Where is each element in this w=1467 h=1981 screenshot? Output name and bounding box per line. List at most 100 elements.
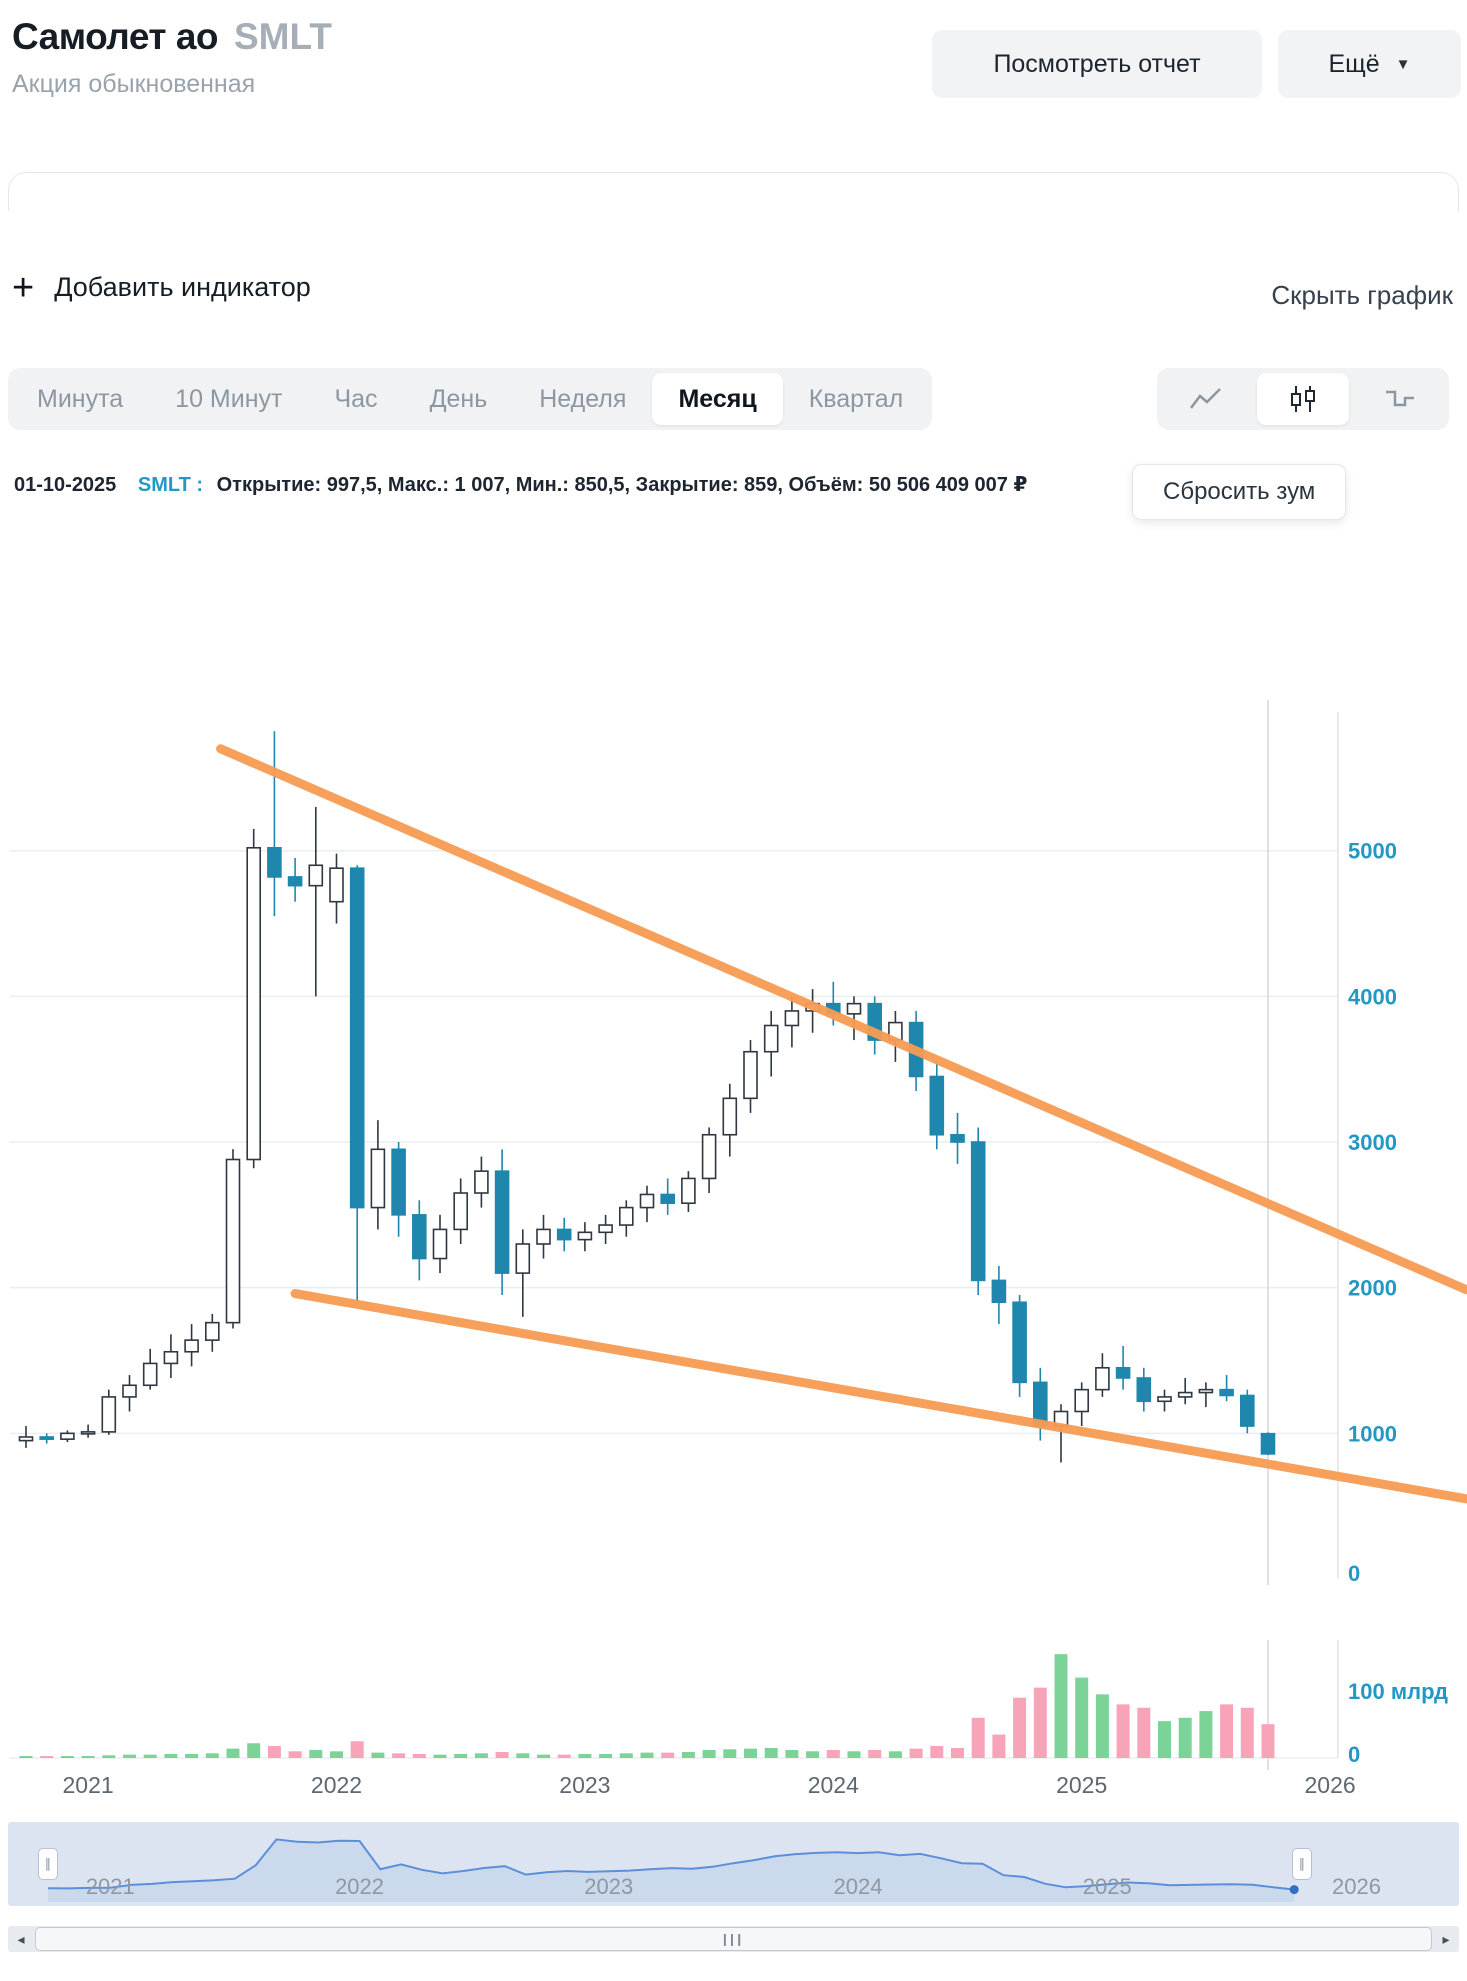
candle-2022-12[interactable] bbox=[556, 1217, 572, 1252]
candle-2024-12[interactable] bbox=[1053, 1404, 1069, 1463]
volume-bar-2024-04[interactable] bbox=[888, 1751, 902, 1758]
tab-day[interactable]: День bbox=[404, 373, 514, 425]
volume-bar-2024-02[interactable] bbox=[847, 1751, 861, 1758]
candle-2024-10[interactable] bbox=[1012, 1294, 1027, 1397]
candle-2020-12[interactable] bbox=[60, 1430, 75, 1443]
view-report-button[interactable]: Посмотреть отчет bbox=[932, 30, 1262, 98]
tab-minute[interactable]: Минута bbox=[11, 373, 149, 425]
more-button[interactable]: Ещё ▼ bbox=[1278, 30, 1461, 98]
candle-2023-07[interactable] bbox=[701, 1127, 717, 1194]
volume-bar-2023-09[interactable] bbox=[744, 1748, 757, 1758]
candle-2023-03[interactable] bbox=[618, 1200, 634, 1237]
trendline-lower[interactable] bbox=[290, 1289, 1467, 1504]
volume-bar-2022-04[interactable] bbox=[392, 1753, 406, 1758]
candle-2025-02[interactable] bbox=[1095, 1353, 1110, 1397]
candle-2022-10[interactable] bbox=[515, 1229, 531, 1317]
volume-bar-2025-01[interactable] bbox=[1075, 1677, 1089, 1758]
volume-bar-2024-08[interactable] bbox=[971, 1717, 985, 1758]
candle-2022-07[interactable] bbox=[453, 1178, 469, 1244]
candle-2024-07[interactable] bbox=[950, 1112, 965, 1164]
volume-bar-2021-12[interactable] bbox=[309, 1749, 323, 1758]
candle-2024-09[interactable] bbox=[991, 1265, 1007, 1325]
volume-bar-2021-07[interactable] bbox=[205, 1753, 219, 1758]
hide-chart-link[interactable]: Скрыть график bbox=[1271, 280, 1453, 310]
volume-bar-2022-07[interactable] bbox=[454, 1753, 468, 1758]
candle-2025-04[interactable] bbox=[1136, 1367, 1152, 1412]
volume-bar-2023-02[interactable] bbox=[599, 1753, 613, 1758]
volume-bar-2022-10[interactable] bbox=[516, 1753, 530, 1758]
candle-2021-01[interactable] bbox=[80, 1424, 96, 1438]
candle-2022-08[interactable] bbox=[474, 1156, 489, 1208]
candle-2023-06[interactable] bbox=[681, 1171, 696, 1212]
candle-2022-01[interactable] bbox=[329, 853, 344, 924]
candle-2024-08[interactable] bbox=[970, 1127, 986, 1295]
volume-chart[interactable]: 100 млрд 0 bbox=[0, 1640, 1467, 1770]
volume-bar-2021-02[interactable] bbox=[102, 1755, 116, 1758]
candle-2022-05[interactable] bbox=[411, 1200, 427, 1281]
tab-quarter[interactable]: Квартал bbox=[783, 373, 929, 425]
volume-bar-2021-11[interactable] bbox=[288, 1751, 302, 1758]
navigator-handle-left[interactable]: ∥ bbox=[38, 1848, 58, 1880]
volume-bar-2021-01[interactable] bbox=[81, 1756, 95, 1758]
candle-2022-06[interactable] bbox=[432, 1214, 448, 1274]
add-indicator-button[interactable]: + Добавить индикатор bbox=[12, 269, 311, 307]
volume-bar-2024-05[interactable] bbox=[909, 1748, 923, 1758]
volume-bar-2022-08[interactable] bbox=[474, 1753, 488, 1758]
volume-bar-2024-03[interactable] bbox=[868, 1749, 882, 1758]
volume-bar-2022-05[interactable] bbox=[412, 1753, 426, 1758]
volume-bar-2024-11[interactable] bbox=[1033, 1687, 1047, 1758]
volume-bar-2022-03[interactable] bbox=[371, 1752, 385, 1758]
volume-bar-2025-09[interactable] bbox=[1240, 1707, 1254, 1758]
chart-type-line-button[interactable] bbox=[1160, 373, 1252, 425]
reset-zoom-button[interactable]: Сбросить зум bbox=[1132, 464, 1347, 520]
volume-bar-2024-10[interactable] bbox=[1013, 1697, 1027, 1758]
volume-bar-2025-02[interactable] bbox=[1095, 1694, 1109, 1758]
scroll-left-arrow[interactable]: ◂ bbox=[17, 1930, 25, 1947]
volume-bar-2023-11[interactable] bbox=[785, 1749, 799, 1758]
candle-2021-04[interactable] bbox=[142, 1348, 158, 1390]
volume-bar-2020-10[interactable] bbox=[19, 1756, 33, 1758]
candle-2023-10[interactable] bbox=[763, 1010, 779, 1077]
candle-2023-05[interactable] bbox=[660, 1178, 676, 1215]
volume-bar-2022-11[interactable] bbox=[537, 1754, 550, 1758]
candle-2024-02[interactable] bbox=[846, 996, 862, 1041]
volume-bar-2022-09[interactable] bbox=[495, 1751, 509, 1758]
navigator[interactable]: 2021 2022 2023 2024 2025 2026 ∥ ∥ bbox=[8, 1822, 1459, 1906]
candle-2024-06[interactable] bbox=[929, 1061, 945, 1150]
volume-bar-2022-01[interactable] bbox=[330, 1751, 343, 1758]
candle-2021-09[interactable] bbox=[246, 828, 261, 1169]
volume-bar-2025-04[interactable] bbox=[1137, 1707, 1151, 1758]
candle-2020-11[interactable] bbox=[39, 1433, 55, 1444]
candle-2021-03[interactable] bbox=[122, 1375, 137, 1412]
candle-2025-09[interactable] bbox=[1240, 1389, 1255, 1434]
volume-bar-2021-10[interactable] bbox=[267, 1745, 281, 1758]
candle-2024-11[interactable] bbox=[1033, 1367, 1048, 1441]
candle-2023-11[interactable] bbox=[784, 996, 800, 1048]
volume-bar-2023-06[interactable] bbox=[681, 1751, 695, 1758]
candle-2025-06[interactable] bbox=[1177, 1377, 1193, 1405]
candle-2023-09[interactable] bbox=[743, 1040, 758, 1113]
scroll-right-arrow[interactable]: ▸ bbox=[1442, 1930, 1450, 1947]
volume-bar-2021-08[interactable] bbox=[226, 1748, 240, 1758]
candle-2023-01[interactable] bbox=[577, 1222, 593, 1252]
candle-2025-05[interactable] bbox=[1157, 1389, 1172, 1412]
candle-2025-08[interactable] bbox=[1219, 1375, 1234, 1402]
candle-2021-06[interactable] bbox=[184, 1324, 199, 1367]
volume-bar-2022-02[interactable] bbox=[350, 1741, 364, 1758]
volume-bar-2024-12[interactable] bbox=[1054, 1654, 1068, 1758]
candle-2021-02[interactable] bbox=[101, 1389, 117, 1435]
candle-2023-04[interactable] bbox=[639, 1185, 655, 1223]
volume-bar-2025-03[interactable] bbox=[1116, 1704, 1130, 1758]
volume-bar-2024-09[interactable] bbox=[992, 1734, 1006, 1758]
candle-2022-03[interactable] bbox=[370, 1120, 386, 1230]
candle-2023-08[interactable] bbox=[722, 1083, 738, 1157]
volume-bar-2025-10[interactable] bbox=[1261, 1724, 1275, 1758]
volume-bar-2024-01[interactable] bbox=[826, 1749, 840, 1758]
volume-bar-2021-04[interactable] bbox=[143, 1754, 157, 1758]
volume-bar-2025-08[interactable] bbox=[1220, 1704, 1234, 1758]
volume-bar-2023-04[interactable] bbox=[640, 1752, 654, 1758]
candle-2022-04[interactable] bbox=[391, 1142, 406, 1237]
candle-2021-08[interactable] bbox=[225, 1149, 241, 1329]
volume-bar-2020-12[interactable] bbox=[60, 1756, 74, 1758]
price-chart[interactable]: 5000 4000 3000 2000 1000 0 bbox=[0, 700, 1467, 1585]
